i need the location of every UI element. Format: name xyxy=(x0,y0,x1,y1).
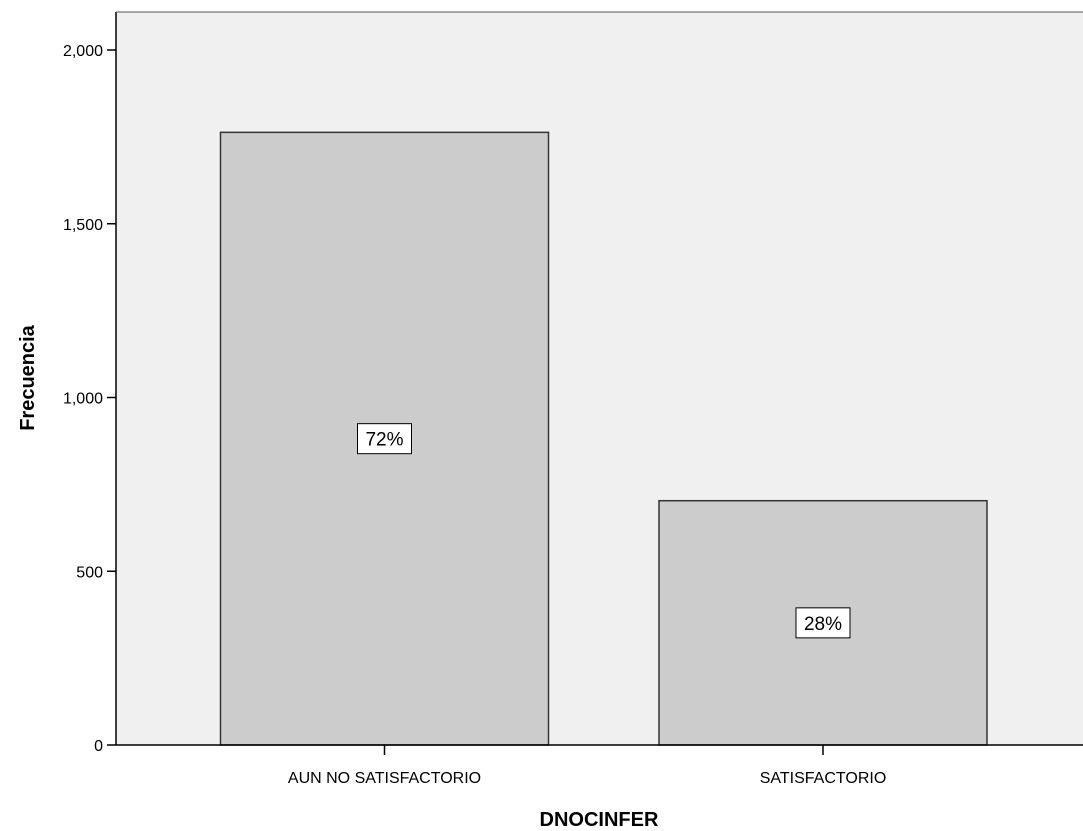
y-tick-label: 1,500 xyxy=(63,217,103,234)
bars-group: 72% 28% xyxy=(219,131,988,746)
axes-group: AUN NO SATISFACTORIO SATISFACTORIO 0 500 1,0… xyxy=(63,11,1083,787)
y-tick-label: 0 xyxy=(94,738,103,755)
data-label: 72% xyxy=(365,430,403,451)
y-tick-label: 2,000 xyxy=(63,43,103,60)
y-tick-label: 500 xyxy=(76,564,103,581)
x-tick-label: SATISFACTORIO xyxy=(760,770,887,787)
data-label-box xyxy=(795,607,851,639)
data-label-box xyxy=(357,423,412,455)
data-label: 28% xyxy=(804,614,842,635)
y-axis-title: Frecuencia xyxy=(17,324,39,430)
x-tick-label: AUN NO SATISFACTORIO xyxy=(288,770,481,787)
y-tick-label: 1,000 xyxy=(63,391,103,408)
x-axis-title: DNOCINFER xyxy=(540,809,659,831)
